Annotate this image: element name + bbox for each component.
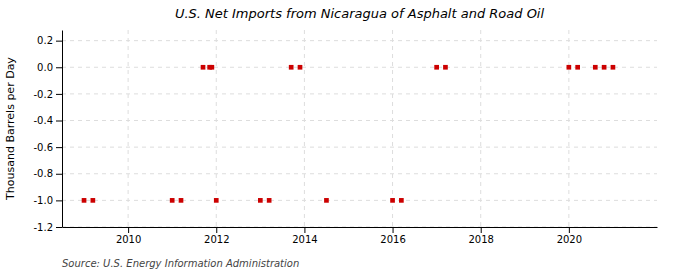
point (210, 65, 215, 70)
point (289, 65, 294, 70)
plot-area: 2010 2012 2014 2016 2018 2020 0.2 0.0 -0.2 -0.4 -0… (33, 30, 657, 245)
tick-label: -0.2 (33, 89, 53, 100)
point (201, 65, 206, 70)
point (602, 65, 607, 70)
tick: 0.0 (37, 62, 62, 73)
axis-line (63, 227, 658, 228)
tick-label: 2012 (204, 234, 229, 245)
point (179, 198, 184, 203)
tick: 2012 (204, 227, 229, 245)
tick: -0.4 (33, 115, 62, 126)
tick-label: 2020 (557, 234, 582, 245)
grid-line (62, 173, 657, 174)
grid-line (62, 227, 657, 228)
tick-mark (56, 121, 62, 122)
source: Source: U.S. Energy Information Administ… (62, 258, 299, 269)
tick-mark (393, 227, 394, 233)
tick-mark (304, 227, 305, 233)
chart: 2010 2012 2014 2016 2018 2020 0.2 0.0 -0.2 -0.4 -0… (0, 0, 675, 275)
point (82, 198, 87, 203)
tick-mark (56, 174, 62, 175)
tick-mark (128, 227, 129, 233)
point (575, 65, 580, 70)
grid-line (216, 30, 217, 227)
tick-mark (481, 227, 482, 233)
tick: -1.0 (33, 195, 62, 206)
axis-line (62, 31, 63, 228)
tick-label: -1.2 (33, 222, 53, 233)
title: U.S. Net Imports from Nicaragua of Aspha… (175, 6, 545, 21)
grid-line (568, 30, 569, 227)
tick-label: -0.4 (33, 115, 53, 126)
tick-label: -1.0 (33, 195, 53, 206)
tick: -0.2 (33, 89, 62, 100)
point (298, 65, 303, 70)
tick: -0.8 (33, 168, 62, 179)
tick-label: 2018 (468, 234, 493, 245)
tick-mark (569, 227, 570, 233)
grid-line (480, 30, 481, 227)
tick-label: 2016 (380, 234, 405, 245)
tick-label: 0.0 (37, 62, 53, 73)
point (611, 65, 616, 70)
tick: 0.2 (37, 35, 62, 46)
y-axis: 0.2 0.0 -0.2 -0.4 -0.6 -0.8 -1.0 -1.2 (33, 31, 62, 233)
y-axis-label: Thousand Barrels per Day (4, 57, 17, 201)
grid-line (304, 30, 305, 227)
tick-label: 2014 (292, 234, 317, 245)
points (82, 65, 616, 203)
tick-label: 0.2 (37, 35, 53, 46)
tick-mark (56, 147, 62, 148)
point (91, 198, 96, 203)
point (567, 65, 572, 70)
point (443, 65, 448, 70)
tick: 2010 (116, 227, 141, 245)
x-axis: 2010 2012 2014 2016 2018 2020 (63, 227, 658, 245)
tick-label: 2010 (116, 234, 141, 245)
grid-line (62, 40, 657, 41)
tick: -1.2 (33, 222, 62, 233)
tick-mark (56, 41, 62, 42)
point (399, 198, 404, 203)
tick-mark (56, 94, 62, 95)
grid-line (62, 120, 657, 121)
grid-line (128, 30, 129, 227)
grid (62, 30, 657, 227)
grid-line (62, 93, 657, 94)
tick: 2018 (468, 227, 493, 245)
point (593, 65, 598, 70)
tick: 2020 (557, 227, 582, 245)
tick: -0.6 (33, 142, 62, 153)
grid-line (62, 200, 657, 201)
tick-mark (56, 200, 62, 201)
point (267, 198, 272, 203)
tick-label: -0.8 (33, 168, 53, 179)
tick-mark (216, 227, 217, 233)
grid-line (392, 30, 393, 227)
tick-mark (56, 227, 62, 228)
grid-line (62, 147, 657, 148)
point (390, 198, 395, 203)
point (170, 198, 175, 203)
tick: 2014 (292, 227, 317, 245)
tick-mark (56, 67, 62, 68)
point (258, 198, 263, 203)
point (434, 65, 439, 70)
point (214, 198, 219, 203)
tick: 2016 (380, 227, 405, 245)
point (324, 198, 329, 203)
tick-label: -0.6 (33, 142, 53, 153)
